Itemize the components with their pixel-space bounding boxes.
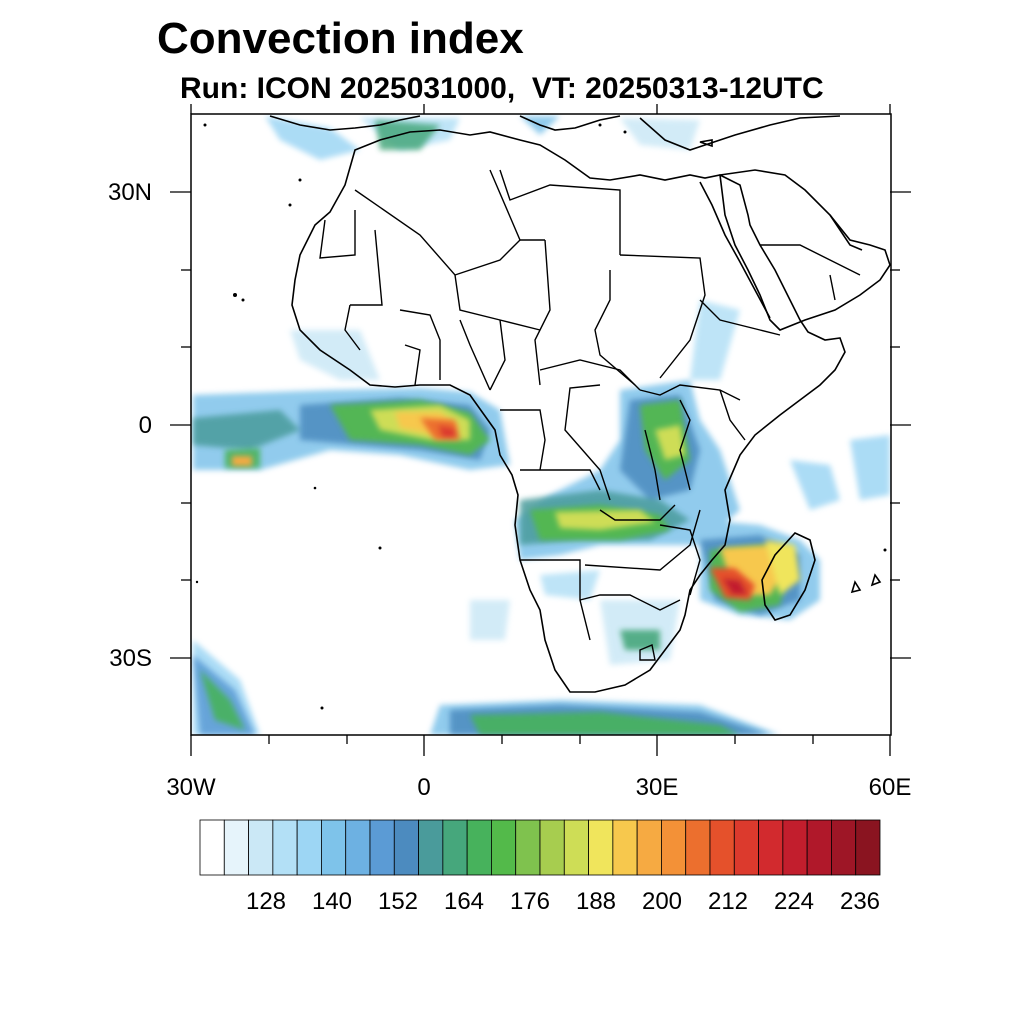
colorbar-swatch	[806, 819, 832, 876]
lon-label-60e: 60E	[868, 774, 912, 801]
colorbar-swatch	[685, 819, 711, 876]
lon-label-30w: 30W	[166, 774, 216, 801]
lon-label-30e: 30E	[635, 774, 679, 801]
colorbar-label: 164	[443, 888, 485, 915]
lat-label-30n: 30N	[107, 179, 152, 206]
colorbar-swatch	[733, 819, 759, 876]
colorbar	[199, 819, 881, 876]
map-title: Convection index	[157, 14, 524, 63]
colorbar-swatch	[369, 819, 395, 876]
colorbar-swatch	[831, 819, 857, 876]
colorbar-swatch	[345, 819, 371, 876]
colorbar-swatch	[636, 819, 662, 876]
colorbar-swatch	[466, 819, 492, 876]
map-subtitle: Run: ICON 2025031000, VT: 20250313-12UTC	[180, 72, 824, 105]
islands	[195, 123, 887, 710]
colorbar-swatch	[539, 819, 565, 876]
lat-label-0: 0	[138, 412, 152, 439]
colorbar-swatch	[393, 819, 419, 876]
colorbar-label: 212	[707, 888, 749, 915]
colorbar-swatch	[612, 819, 638, 876]
colorbar-label: 236	[839, 888, 881, 915]
convection-field	[193, 115, 891, 735]
colorbar-label: 188	[575, 888, 617, 915]
colorbar-swatch	[418, 819, 444, 876]
colorbar-label: 140	[311, 888, 353, 915]
colorbar-swatch	[491, 819, 517, 876]
colorbar-swatch	[321, 819, 347, 876]
colorbar-swatch	[661, 819, 687, 876]
colorbar-swatch	[515, 819, 541, 876]
colorbar-label: 128	[245, 888, 287, 915]
country-borders	[319, 169, 861, 661]
colorbar-swatch	[199, 819, 225, 876]
colorbar-label: 224	[773, 888, 815, 915]
lon-label-0: 0	[417, 774, 431, 801]
colorbar-swatch	[272, 819, 298, 876]
colorbar-swatch	[588, 819, 614, 876]
colorbar-swatch	[563, 819, 589, 876]
colorbar-swatch	[782, 819, 808, 876]
colorbar-swatch	[442, 819, 468, 876]
axis-ticks	[170, 104, 911, 756]
colorbar-label: 200	[641, 888, 683, 915]
colorbar-swatch	[855, 819, 881, 876]
colorbar-label: 152	[377, 888, 419, 915]
lat-label-30s: 30S	[109, 645, 152, 672]
coastline	[269, 115, 891, 693]
colorbar-swatch	[758, 819, 784, 876]
colorbar-swatch	[709, 819, 735, 876]
colorbar-swatch	[248, 819, 274, 876]
colorbar-swatch	[223, 819, 249, 876]
colorbar-label: 176	[509, 888, 551, 915]
colorbar-swatch	[296, 819, 322, 876]
